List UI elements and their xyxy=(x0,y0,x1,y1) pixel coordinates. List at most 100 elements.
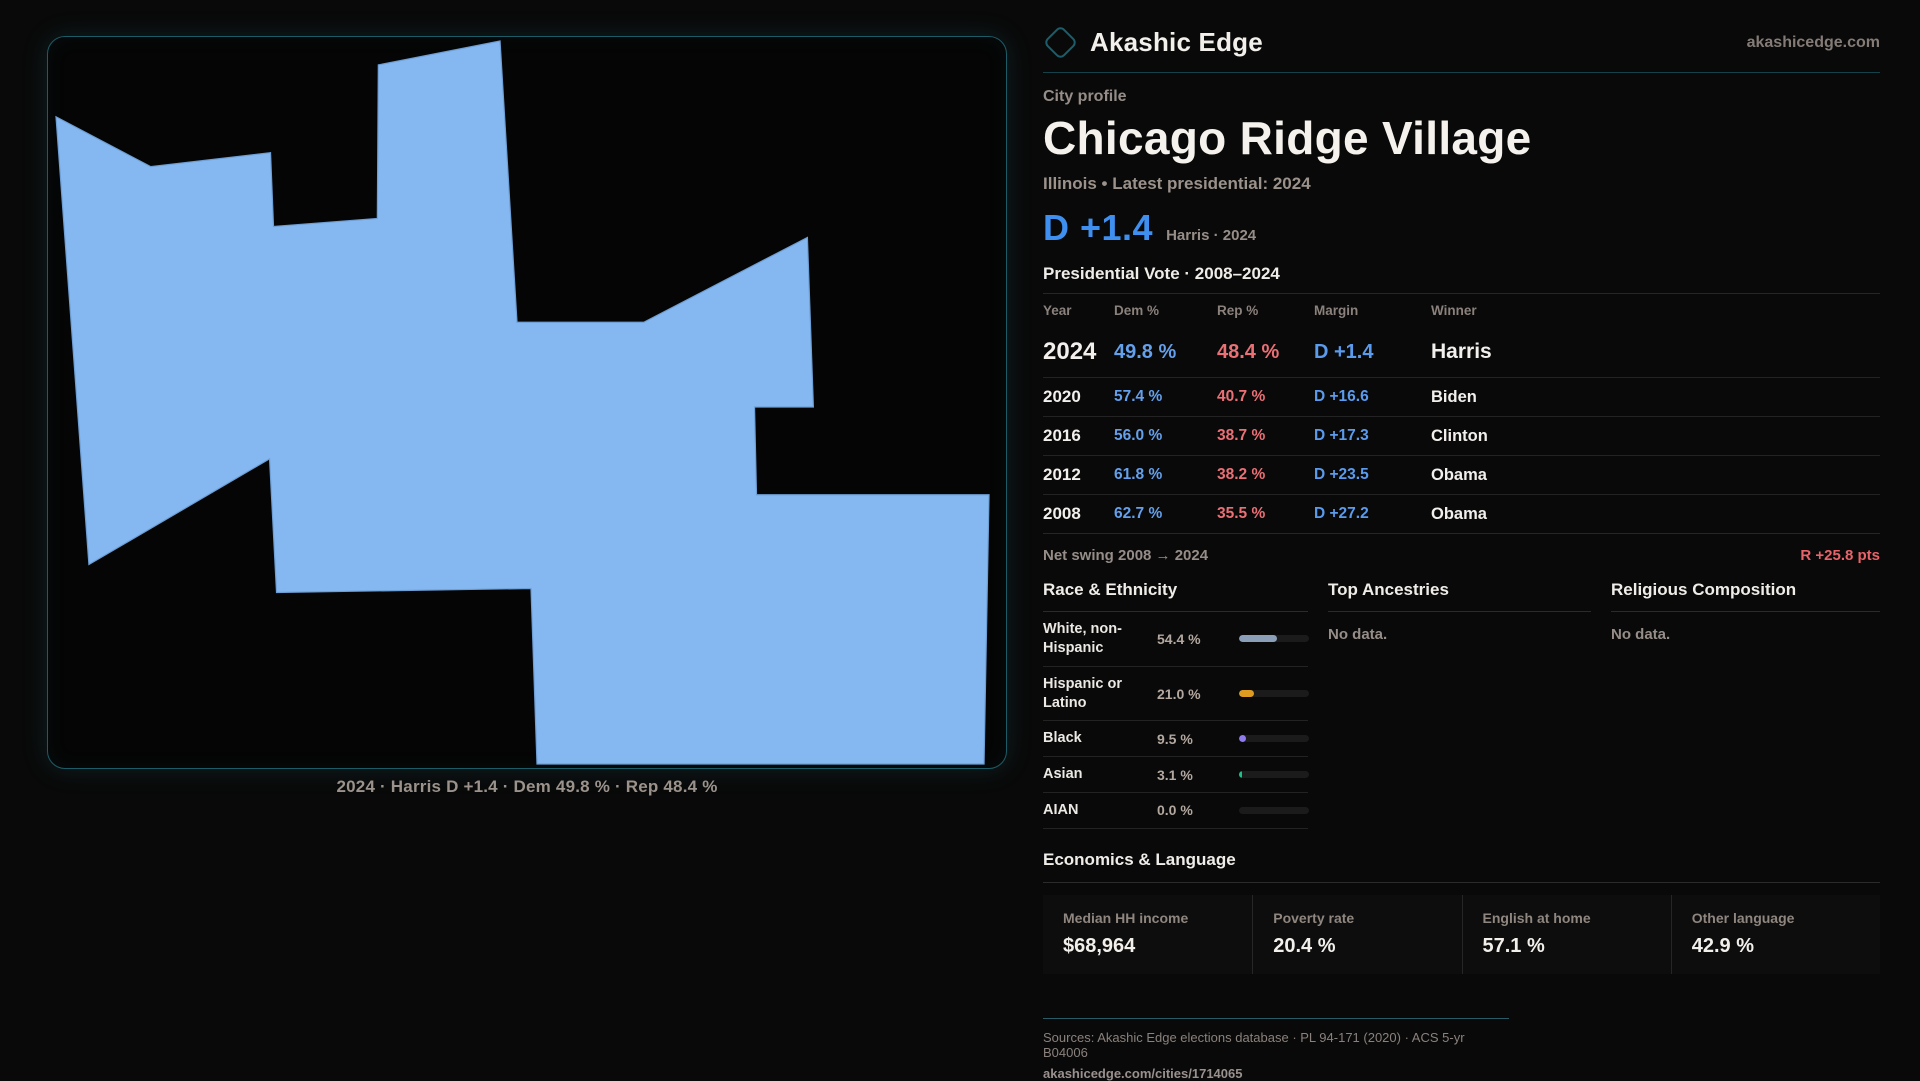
race-value: 21.0 % xyxy=(1157,685,1201,702)
brand-domain-link[interactable]: akashicedge.com xyxy=(1746,33,1880,51)
brand-header: Akashic Edge akashicedge.com xyxy=(1042,24,1880,61)
race-bar-track xyxy=(1239,690,1309,698)
religion-empty-state: No data. xyxy=(1611,626,1671,643)
race-label: Asian xyxy=(1043,766,1083,783)
table-row: 2012 61.8 % 38.2 % D +23.5 Obama xyxy=(1043,455,1880,495)
stat-label: Poverty rate xyxy=(1273,909,1355,926)
economics-stat-cards: Median HH income $68,964 Poverty rate 20… xyxy=(1043,894,1880,974)
col-dem: Dem % xyxy=(1114,293,1217,327)
race-bar-fill xyxy=(1239,735,1246,743)
race-bar-track xyxy=(1239,635,1309,643)
net-swing-value: R +25.8 pts xyxy=(1800,547,1880,564)
race-row: White, non-Hispanic 54.4 % xyxy=(1043,612,1309,667)
profile-subtitle: Illinois • Latest presidential: 2024 xyxy=(1043,174,1311,193)
cell-margin: D +27.2 xyxy=(1314,494,1431,533)
cell-margin: D +17.3 xyxy=(1314,416,1431,456)
cell-year: 2020 xyxy=(1043,377,1114,417)
ancestries-section-title: Top Ancestries xyxy=(1328,580,1591,612)
race-row: AIAN 0.0 % xyxy=(1043,793,1309,829)
religious-composition-section: Religious Composition No data. xyxy=(1611,580,1880,829)
cell-winner: Obama xyxy=(1431,494,1880,533)
stat-value: 20.4 % xyxy=(1273,934,1336,957)
net-swing-label: Net swing 2008 → 2024 xyxy=(1043,547,1209,564)
top-ancestries-section: Top Ancestries No data. xyxy=(1328,580,1591,829)
race-label: AIAN xyxy=(1043,802,1079,819)
cell-dem: 62.7 % xyxy=(1114,494,1217,533)
permalink-link[interactable]: akashicedge.com/cities/1714065 xyxy=(1043,1065,1243,1081)
race-row: Hispanic or Latino 21.0 % xyxy=(1043,667,1309,722)
cell-margin: D +1.4 xyxy=(1314,340,1374,363)
race-bar-track xyxy=(1239,806,1309,814)
cell-margin: D +23.5 xyxy=(1314,455,1431,495)
city-profile-panel: Akashic Edge akashicedge.com City profil… xyxy=(1042,0,1880,1081)
race-bar-fill xyxy=(1239,690,1254,698)
table-row: 2020 57.4 % 40.7 % D +16.6 Biden xyxy=(1043,377,1880,417)
cell-rep: 38.7 % xyxy=(1217,416,1314,456)
cell-rep: 35.5 % xyxy=(1217,494,1314,533)
col-winner: Winner xyxy=(1431,293,1880,327)
economics-section-title: Economics & Language xyxy=(1043,850,1880,883)
ancestries-empty-state: No data. xyxy=(1328,626,1388,643)
race-bar-fill xyxy=(1239,771,1242,779)
col-margin: Margin xyxy=(1314,293,1431,327)
cell-year: 2012 xyxy=(1043,455,1114,495)
table-row: 2008 62.7 % 35.5 % D +27.2 Obama xyxy=(1043,494,1880,533)
brand-name: Akashic Edge xyxy=(1090,27,1263,57)
city-boundary-polygon xyxy=(55,40,990,765)
race-label: Hispanic or Latino xyxy=(1043,675,1122,711)
profile-kicker: City profile xyxy=(1043,88,1127,105)
cell-winner: Clinton xyxy=(1431,416,1880,456)
col-year: Year xyxy=(1043,293,1114,327)
race-bar-fill xyxy=(1239,635,1278,643)
cell-rep: 48.4 % xyxy=(1217,340,1280,363)
race-row: Black 9.5 % xyxy=(1043,721,1309,758)
cell-winner: Harris xyxy=(1431,340,1492,363)
race-bar-track xyxy=(1239,735,1309,743)
demographics-columns: Race & Ethnicity White, non-Hispanic 54.… xyxy=(1043,580,1880,829)
col-rep: Rep % xyxy=(1217,293,1314,327)
map-canvas xyxy=(55,40,990,765)
table-bottom-divider xyxy=(1043,533,1880,534)
headline-margin-value: D +1.4 xyxy=(1043,207,1154,248)
stat-value: $68,964 xyxy=(1063,934,1136,957)
map-caption: 2024 · Harris D +1.4 · Dem 49.8 % · Rep … xyxy=(336,777,718,796)
race-bar-track xyxy=(1239,771,1309,779)
stat-label: English at home xyxy=(1482,909,1591,926)
race-value: 0.0 % xyxy=(1157,802,1193,819)
stat-label: Other language xyxy=(1691,909,1795,926)
race-value: 54.4 % xyxy=(1157,630,1201,647)
race-row: Asian 3.1 % xyxy=(1043,757,1309,794)
presidential-vote-table: Year Dem % Rep % Margin Winner 2024 49.8… xyxy=(1043,293,1880,533)
sources-text: Sources: Akashic Edge elections database… xyxy=(1043,1029,1465,1060)
cell-dem: 56.0 % xyxy=(1114,416,1217,456)
headline-margin-row: D +1.4 Harris · 2024 xyxy=(1043,207,1880,249)
table-row: 2024 49.8 % 48.4 % D +1.4 Harris xyxy=(1043,327,1880,378)
cell-margin: D +16.6 xyxy=(1314,377,1431,417)
table-header-row: Year Dem % Rep % Margin Winner xyxy=(1043,293,1880,327)
cell-year: 2016 xyxy=(1043,416,1114,456)
race-label: Black xyxy=(1043,730,1082,747)
stat-value: 42.9 % xyxy=(1691,934,1755,957)
stat-card: English at home 57.1 % xyxy=(1461,894,1671,974)
page-title: Chicago Ridge Village xyxy=(1043,112,1532,164)
race-label: White, non-Hispanic xyxy=(1043,621,1122,656)
city-boundary-map xyxy=(47,36,1007,769)
cell-dem: 61.8 % xyxy=(1114,455,1217,495)
header-divider xyxy=(1043,72,1880,73)
stat-card: Median HH income $68,964 xyxy=(1043,895,1252,974)
religion-section-title: Religious Composition xyxy=(1611,580,1880,612)
race-value: 3.1 % xyxy=(1157,766,1193,783)
stat-label: Median HH income xyxy=(1063,909,1189,926)
sources-footer: Sources: Akashic Edge elections database… xyxy=(1043,1017,1509,1081)
diamond-logo-icon xyxy=(1042,24,1079,61)
cell-winner: Biden xyxy=(1431,377,1880,417)
race-ethnicity-section: Race & Ethnicity White, non-Hispanic 54.… xyxy=(1043,580,1309,829)
headline-context: Harris · 2024 xyxy=(1166,227,1257,244)
cell-year: 2008 xyxy=(1043,494,1114,533)
stat-card: Other language 42.9 % xyxy=(1670,894,1880,974)
cell-dem: 49.8 % xyxy=(1114,340,1177,363)
stat-card: Poverty rate 20.4 % xyxy=(1252,894,1461,974)
race-value: 9.5 % xyxy=(1157,730,1193,747)
net-swing-row: Net swing 2008 → 2024 R +25.8 pts xyxy=(1043,534,1880,564)
vote-table-title: Presidential Vote · 2008–2024 xyxy=(1043,264,1280,283)
